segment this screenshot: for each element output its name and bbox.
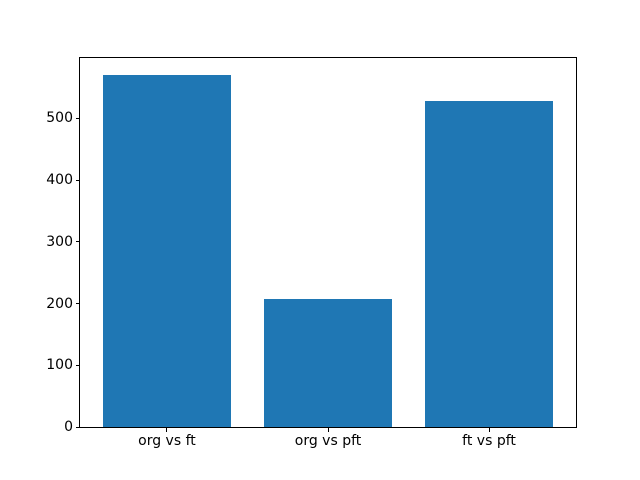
- xtick-mark: [327, 428, 329, 432]
- xtick-mark: [166, 428, 168, 432]
- xtick-mark: [488, 428, 490, 432]
- ytick-mark: [75, 426, 79, 428]
- ytick-label: 100: [46, 357, 73, 374]
- ytick-mark: [75, 179, 79, 181]
- xtick-label: ft vs pft: [462, 433, 516, 450]
- bar-3: [424, 101, 554, 428]
- ytick-label: 500: [46, 110, 73, 127]
- ytick-mark: [75, 364, 79, 366]
- ytick-label: 200: [46, 295, 73, 312]
- bar-1: [102, 75, 232, 428]
- xtick-label: org vs pft: [294, 433, 362, 450]
- ytick-mark: [75, 303, 79, 305]
- ytick-label: 300: [46, 233, 73, 250]
- ytick-label: 400: [46, 172, 73, 189]
- ytick-mark: [75, 117, 79, 119]
- ytick-mark: [75, 241, 79, 243]
- bar-2: [263, 299, 393, 428]
- xtick-label: org vs ft: [138, 433, 196, 450]
- ytick-label: 0: [64, 419, 73, 436]
